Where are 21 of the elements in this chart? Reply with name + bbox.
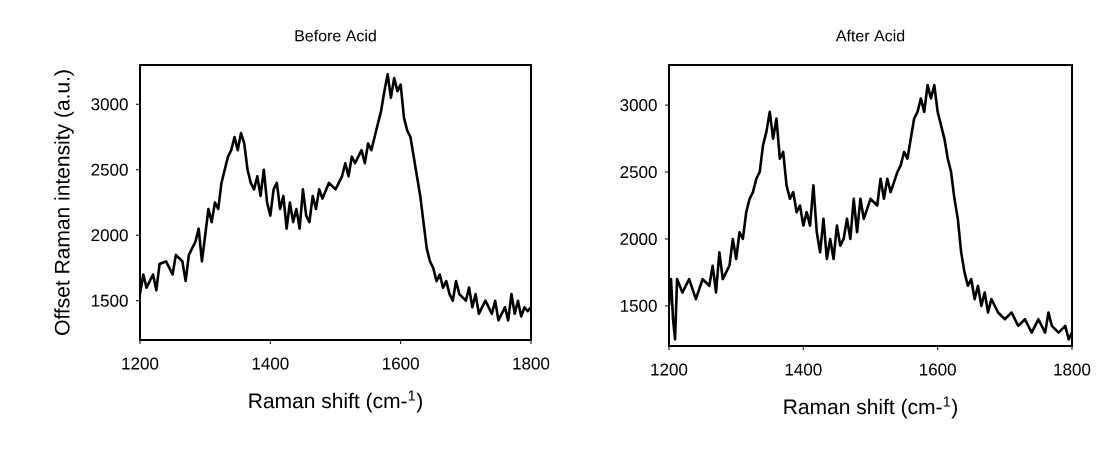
x-axis-title: Raman shift (cm-$^{1}$) [784, 396, 957, 419]
x-axis-title: Raman shift (cm-$^{1}$) [249, 390, 422, 413]
chart-title: After Acid [835, 29, 905, 42]
x-tick-label: 1800 [1054, 363, 1091, 376]
x-tick-label: 1600 [920, 363, 956, 376]
y-axis-title: Offset Raman intensity (a.u.) [54, 70, 74, 335]
x-tick-label: 1800 [513, 357, 550, 370]
y-tick-label: 1500 [91, 294, 128, 307]
y-tick-label: 2000 [91, 229, 128, 242]
y-tick-label: 1500 [620, 299, 657, 312]
x-tick-label: 1400 [785, 363, 822, 376]
y-tick-label: 3000 [620, 99, 657, 112]
x-tick-label: 1600 [383, 357, 419, 370]
chart-title: Before Acid [295, 29, 376, 42]
y-tick-label: 2000 [620, 232, 657, 245]
x-tick-label: 1400 [252, 357, 289, 370]
y-tick-label: 3000 [91, 98, 128, 111]
x-tick-label: 1200 [651, 363, 688, 376]
x-tick-label: 1200 [122, 357, 159, 370]
y-tick-label: 2500 [620, 166, 657, 179]
y-tick-label: 2500 [91, 163, 128, 176]
